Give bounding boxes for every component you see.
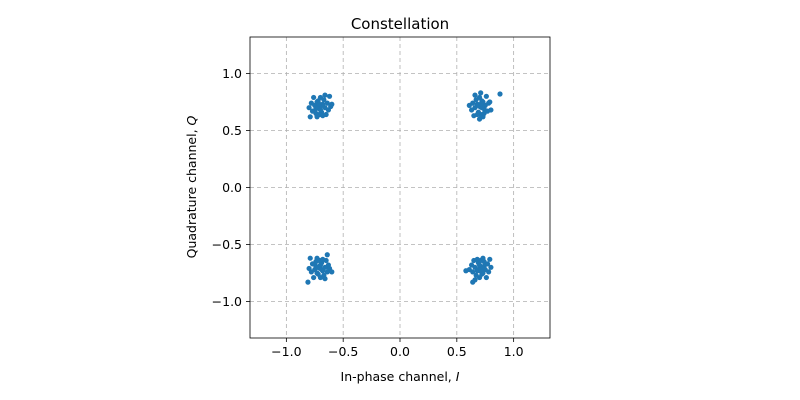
scatter-point (320, 256, 326, 262)
grid-lines (250, 37, 550, 338)
scatter-point (314, 270, 320, 276)
scatter-point (466, 102, 472, 109)
scatter-point (481, 110, 487, 116)
scatter-point (318, 266, 325, 273)
scatter-point (317, 262, 324, 268)
y-tick-label: 0.0 (222, 180, 242, 195)
scatter-point (473, 97, 479, 103)
scatter-point (307, 255, 313, 261)
scatter-points (305, 90, 503, 285)
scatter-point (306, 265, 312, 272)
x-tick-label: 1.0 (504, 344, 524, 359)
chart-title: Constellation (351, 15, 449, 33)
x-tick-label: 0.0 (390, 344, 410, 359)
scatter-point (478, 268, 484, 274)
scatter-point (476, 262, 483, 268)
scatter-point (317, 107, 324, 113)
y-tick-label: 1.0 (222, 66, 242, 81)
x-tick-label: −1.0 (271, 344, 301, 359)
scatter-point (463, 268, 469, 274)
scatter-point (329, 101, 335, 107)
scatter-point (487, 99, 493, 105)
scatter-point (497, 91, 503, 97)
scatter-point (473, 272, 479, 278)
scatter-point (324, 100, 330, 106)
scatter-point (483, 274, 489, 281)
scatter-point (483, 93, 489, 99)
scatter-point (307, 114, 313, 120)
scatter-point (308, 100, 314, 106)
scatter-point (313, 259, 319, 265)
y-axis-label: Quadrature channel, Q (184, 115, 199, 258)
scatter-point (470, 279, 476, 285)
scatter-point (313, 110, 319, 116)
scatter-point (476, 116, 483, 122)
scatter-point (320, 113, 326, 119)
scatter-point (472, 92, 478, 98)
x-axis-label: In-phase channel, I (341, 369, 460, 384)
scatter-point (486, 269, 492, 275)
scatter-point (305, 279, 311, 285)
scatter-point (474, 256, 480, 262)
scatter-point (487, 256, 493, 262)
y-tick-label: 0.5 (222, 123, 242, 138)
scatter-point (488, 264, 494, 270)
scatter-point (481, 259, 487, 265)
axis-ticks: −1.0 −0.5 0.0 0.5 1.0 −1.0 −0.5 0.0 0.5 1.0 (212, 66, 524, 359)
scatter-point (488, 107, 494, 113)
x-tick-label: −0.5 (328, 344, 358, 359)
scatter-point (329, 269, 335, 275)
scatter-point (322, 276, 328, 282)
scatter-point (324, 252, 330, 258)
scatter-point (316, 101, 322, 107)
scatter-point (468, 262, 475, 268)
scatter-point (474, 111, 480, 118)
scatter-point (326, 93, 333, 99)
y-tick-label: −0.5 (212, 237, 242, 252)
scatter-point (478, 90, 484, 96)
scatter-point (306, 105, 312, 111)
scatter-point (322, 92, 328, 98)
y-tick-label: −1.0 (212, 294, 242, 309)
scatter-point (321, 97, 327, 103)
scatter-point (468, 107, 475, 113)
scatter-point (311, 94, 317, 101)
x-tick-label: 0.5 (447, 344, 467, 359)
scatter-point (311, 274, 317, 281)
scatter-point (478, 101, 484, 107)
